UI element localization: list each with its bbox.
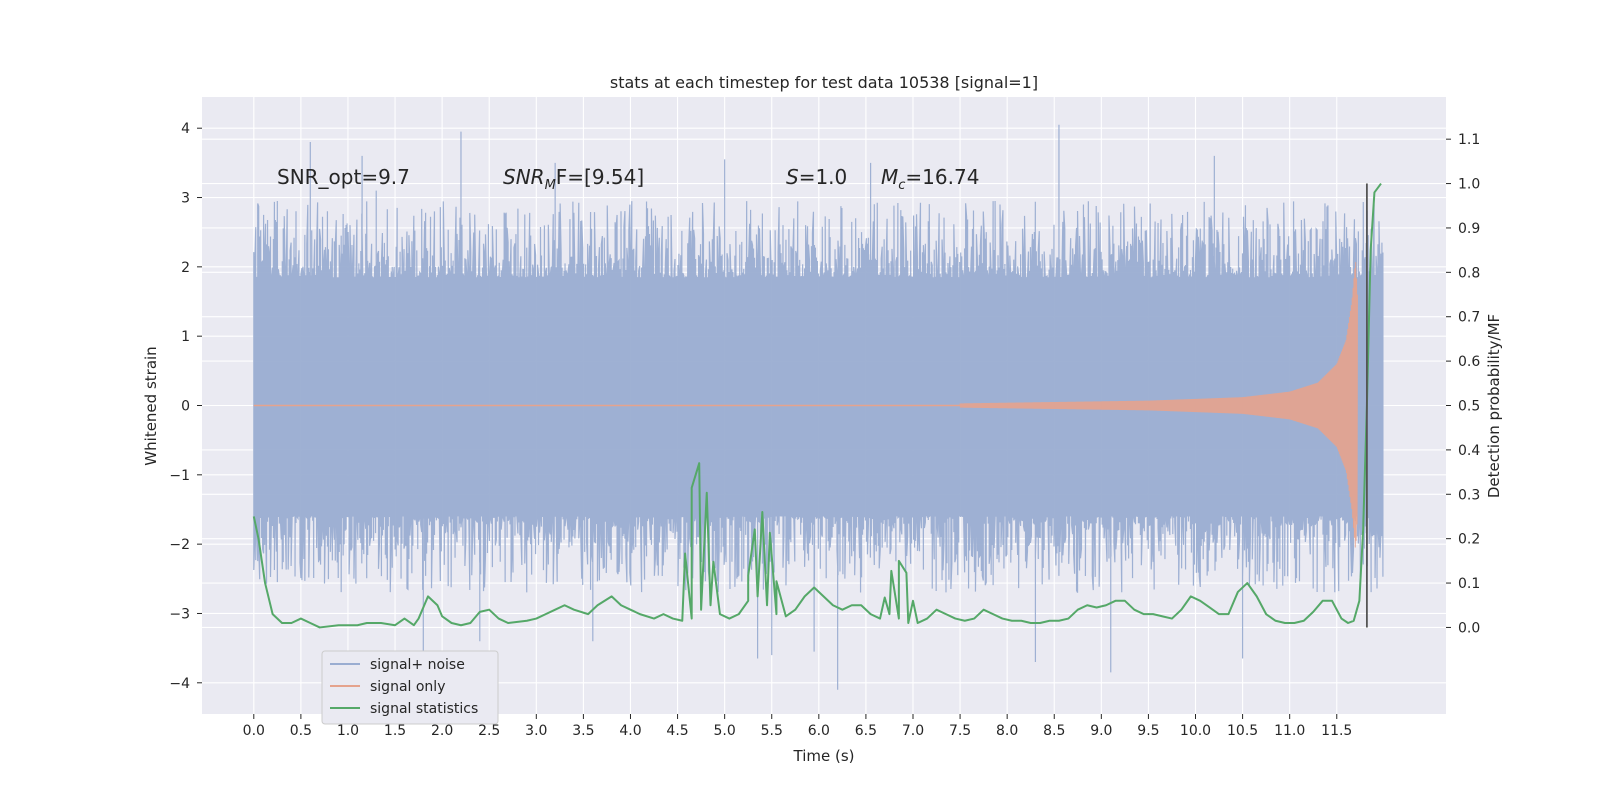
x-tick-label: 9.0: [1090, 723, 1112, 739]
x-tick-label: 0.5: [290, 723, 312, 739]
x-tick-label: 2.5: [478, 723, 500, 739]
x-tick-label: 1.0: [337, 723, 359, 739]
y2-tick-label: 0.4: [1458, 443, 1480, 459]
x-tick-label: 2.0: [431, 723, 453, 739]
y2-tick-label: 0.7: [1458, 310, 1480, 326]
annotation-s-rest: =1.0: [799, 165, 848, 189]
y2-axis-label: Detection probability/MF: [1485, 314, 1503, 498]
annotation-mc-sub: c: [898, 178, 905, 193]
y2-tick-label: 1.1: [1458, 132, 1480, 148]
x-tick-label: 10.5: [1227, 723, 1258, 739]
x-tick-label: 7.5: [949, 723, 971, 739]
y-tick-label: −4: [169, 676, 190, 692]
y-tick-label: 0: [181, 399, 190, 415]
chart-title: stats at each timestep for test data 105…: [610, 73, 1038, 92]
y2-tick-label: 0.2: [1458, 532, 1480, 548]
legend-label-signal-only: signal only: [370, 679, 445, 695]
y2-tick-label: 0.5: [1458, 399, 1480, 415]
tick-labels: 0.0 0.5 1.0 1.5 2.0 2.5 3.0 3.5 4.0 4.5 5.0 5.5 6.0 6…: [169, 121, 1480, 739]
y2-tick-label: 0.0: [1458, 620, 1480, 636]
y-tick-label: 4: [181, 121, 190, 137]
x-tick-label: 4.0: [619, 723, 641, 739]
y2-tick-label: 0.1: [1458, 576, 1480, 592]
annotation-snr-opt: SNR_opt=9.7: [277, 165, 410, 189]
x-tick-label: 11.0: [1274, 723, 1305, 739]
x-tick-label: 3.5: [572, 723, 594, 739]
x-tick-label: 4.5: [666, 723, 688, 739]
annotation-mc-rest: =16.74: [905, 165, 979, 189]
signal-statistics-line: [252, 182, 1382, 629]
legend-label-signal-statistics: signal statistics: [370, 701, 478, 717]
y2-tick-label: 0.8: [1458, 265, 1480, 281]
x-tick-label: 0.0: [243, 723, 265, 739]
x-tick-label: 3.0: [525, 723, 547, 739]
y2-tick-label: 1.0: [1458, 177, 1480, 193]
annotation-snr-mf-rest: F=[9.54]: [556, 165, 644, 189]
x-tick-label: 8.5: [1043, 723, 1065, 739]
legend-frame: [321, 650, 499, 725]
x-tick-label: 1.5: [384, 723, 406, 739]
x-tick-label: 8.0: [996, 723, 1018, 739]
y2-tick-label: 0.3: [1458, 487, 1480, 503]
series-layer: [252, 124, 1384, 690]
x-tick-label: 5.5: [761, 723, 783, 739]
annotation-snr-mf: SNRMF=[9.54]: [503, 165, 644, 193]
x-tick-label: 6.5: [855, 723, 877, 739]
annotation-snr-mf-sub: M: [545, 178, 556, 193]
signal-noise-trace: [253, 124, 1384, 690]
y-tick-label: 1: [181, 329, 190, 345]
y-tick-label: −2: [169, 537, 190, 553]
annotation-s: S=1.0: [786, 165, 847, 189]
y-tick-label: −1: [169, 468, 190, 484]
legend-label-signal-noise: signal+ noise: [370, 657, 465, 673]
y2-tick-label: 0.9: [1458, 221, 1480, 237]
annotation-mc-main: M: [881, 165, 898, 189]
x-axis-label: Time (s): [793, 747, 855, 765]
x-tick-label: 6.0: [808, 723, 830, 739]
x-tick-label: 9.5: [1137, 723, 1159, 739]
legend: signal+ noise signal only signal statist…: [321, 650, 499, 725]
y-tick-label: −3: [169, 606, 190, 622]
x-tick-label: 5.0: [714, 723, 736, 739]
y-tick-label: 2: [181, 260, 190, 276]
y2-tick-label: 0.6: [1458, 354, 1480, 370]
y-axis-label: Whitened strain: [142, 346, 160, 465]
x-tick-label: 10.0: [1180, 723, 1211, 739]
y-tick-label: 3: [181, 191, 190, 207]
annotation-snr-mf-main: SNR: [503, 165, 545, 189]
x-tick-label: 7.0: [902, 723, 924, 739]
x-tick-label: 11.5: [1321, 723, 1352, 739]
annotation-s-main: S: [786, 165, 799, 189]
signal-only-trace: [959, 262, 1358, 548]
annotation-mc: Mc=16.74: [881, 165, 979, 193]
